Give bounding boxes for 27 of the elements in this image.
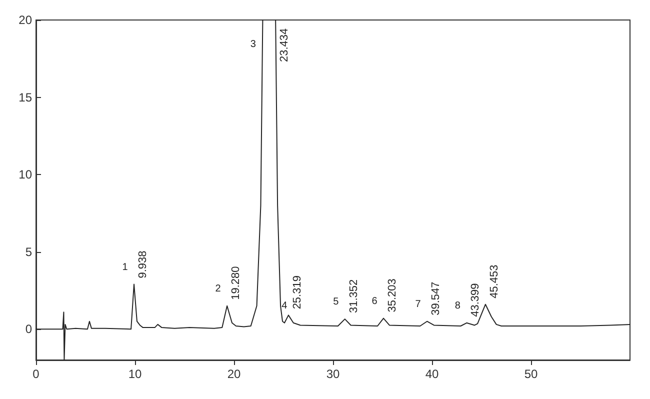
annotation: 45.453 xyxy=(488,264,500,298)
annotation: 3 xyxy=(250,39,256,50)
annotation: 4 xyxy=(282,300,288,312)
annotation: 9.938 xyxy=(137,250,150,278)
annotation: 5 xyxy=(333,296,340,308)
annotation: 43.399 xyxy=(470,283,482,317)
annotation: 35.203 xyxy=(386,278,398,312)
y-tick-label: 15 xyxy=(18,90,32,104)
annotation: 6 xyxy=(372,296,378,307)
annotation: 31.352 xyxy=(348,279,360,314)
annotation: 19.280 xyxy=(230,266,242,300)
x-tick-label: 50 xyxy=(524,367,538,381)
annotation: 25.319 xyxy=(291,276,304,310)
y-tick-label: 5 xyxy=(25,244,32,259)
annotation: 7 xyxy=(415,298,422,310)
x-tick-label: 20 xyxy=(227,367,241,381)
x-tick-label: 30 xyxy=(326,367,340,381)
x-tick-label: 10 xyxy=(128,367,142,381)
annotation: 2 xyxy=(215,283,222,294)
annotation: 1 xyxy=(122,262,128,273)
annotation: 39.547 xyxy=(430,282,442,316)
x-tick-label: 40 xyxy=(425,367,439,381)
annotation: 23.434 xyxy=(278,28,291,62)
y-tick-label: 0 xyxy=(25,322,32,336)
y-tick-label: 10 xyxy=(18,168,32,182)
annotation: 8 xyxy=(454,300,461,312)
y-tick-label: 20 xyxy=(18,13,32,27)
